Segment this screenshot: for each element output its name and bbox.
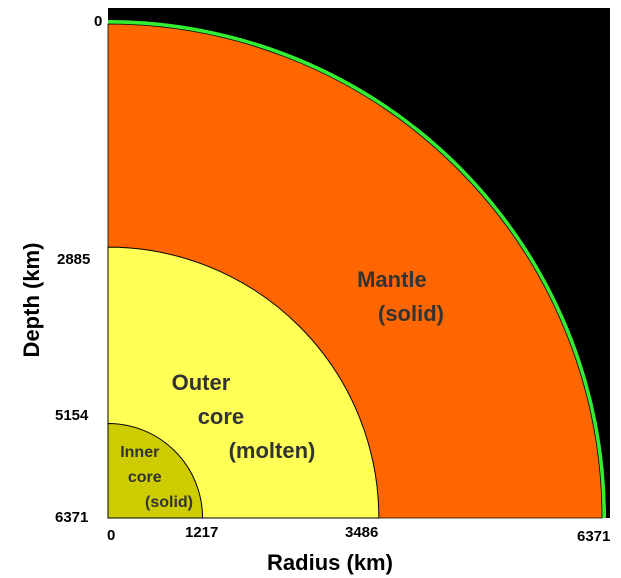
x-tick-label: 1217 — [185, 524, 218, 541]
inner-core-label-line1: Inner — [120, 444, 159, 461]
inner-core-layer — [107, 422, 204, 519]
inner-core-label-line2: core — [128, 469, 162, 486]
mantle-label-line2: (solid) — [378, 301, 444, 326]
y-tick-label: 0 — [94, 13, 102, 30]
x-tick-label: 0 — [107, 527, 115, 544]
inner-core-label-line3: (solid) — [145, 494, 193, 511]
mantle-label-line1: Mantle — [357, 267, 427, 292]
inner-core-label: Inner core (solid) — [120, 444, 193, 511]
y-tick-label: 5154 — [55, 407, 89, 424]
outer-core-layer — [107, 246, 380, 519]
y-tick-label: 6371 — [55, 509, 88, 526]
outer-core-label-line3: (molten) — [229, 438, 316, 463]
mantle-label: Mantle (solid) — [357, 267, 444, 326]
outer-core-label-line1: Outer — [172, 370, 231, 395]
y-axis-title: Depth (km) — [19, 243, 44, 358]
x-tick-label: 3486 — [345, 524, 378, 541]
x-tick-label: 6371 — [577, 528, 610, 545]
outer-core-label: Outer core (molten) — [172, 370, 316, 463]
outer-core-label-line2: core — [198, 404, 244, 429]
x-axis-title: Radius (km) — [267, 550, 393, 575]
y-tick-label: 2885 — [57, 251, 90, 268]
